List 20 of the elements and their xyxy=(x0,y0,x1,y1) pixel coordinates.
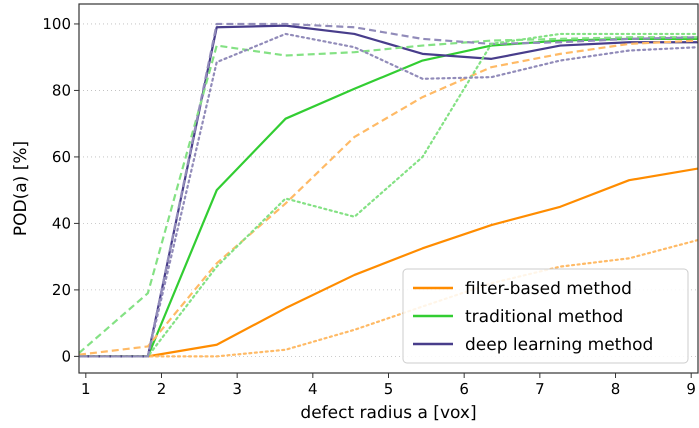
x-tick-label: 1 xyxy=(81,380,91,398)
y-tick-label: 60 xyxy=(52,148,71,166)
x-tick-label: 9 xyxy=(686,380,696,398)
y-tick-label: 20 xyxy=(52,281,71,300)
y-tick-label: 80 xyxy=(52,82,71,100)
y-tick-label: 40 xyxy=(52,214,71,233)
legend-label: filter-based method xyxy=(465,278,632,299)
y-tick-label: 0 xyxy=(61,348,71,366)
x-tick-label: 5 xyxy=(384,380,394,398)
x-axis-title: defect radius a [vox] xyxy=(300,403,477,423)
x-tick-label: 4 xyxy=(308,380,318,398)
legend-label: traditional method xyxy=(465,306,624,327)
x-tick-label: 2 xyxy=(156,380,166,398)
legend-label: deep learning method xyxy=(465,334,654,355)
x-tick-label: 8 xyxy=(610,380,620,398)
x-tick-label: 7 xyxy=(535,380,545,398)
y-tick-label: 100 xyxy=(42,15,71,34)
x-tick-label: 6 xyxy=(459,380,469,398)
y-axis-title: POD(a) [%] xyxy=(11,140,31,236)
x-tick-label: 3 xyxy=(232,380,242,398)
